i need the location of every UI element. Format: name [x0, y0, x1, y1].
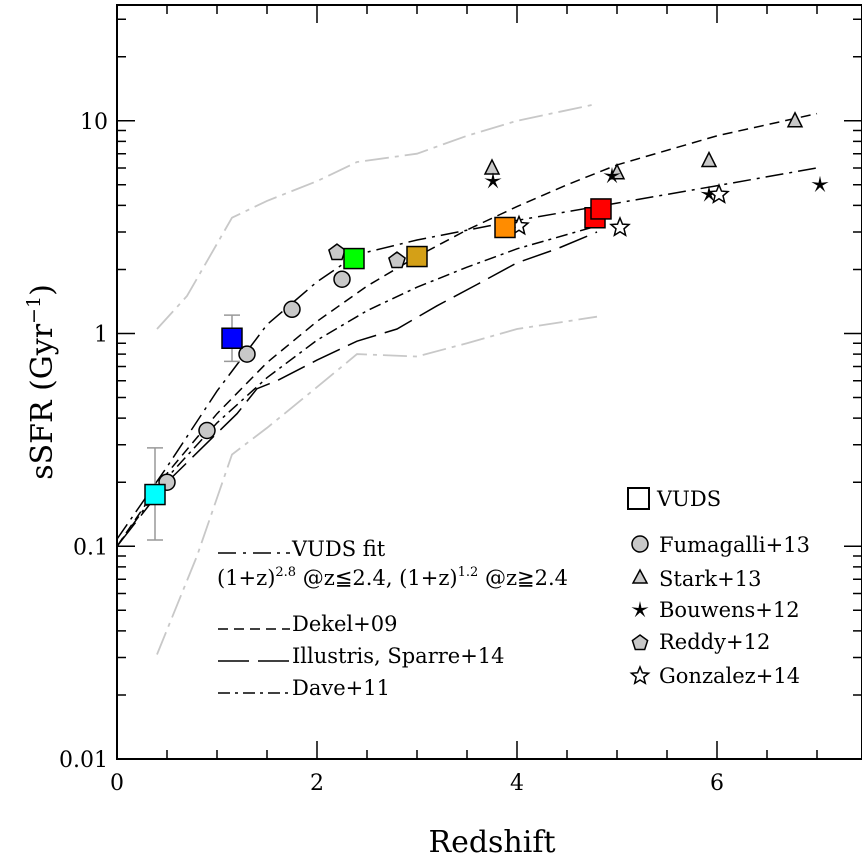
gonzalez-point — [708, 183, 730, 204]
legend-dekel-label: Dekel+09 — [292, 612, 397, 636]
x-tick-labels: 0 2 4 6 — [110, 771, 724, 796]
fumagalli-point — [198, 421, 216, 440]
vuds-point — [221, 327, 243, 349]
tick-marks — [116, 5, 862, 760]
axis-ticks — [116, 5, 862, 760]
gonzalez-point — [609, 216, 631, 237]
legend-gonzalez-label: Gonzalez+14 — [659, 664, 800, 688]
legend-gonzalez-marker — [629, 665, 651, 685]
legend-reddy-label: Reddy+12 — [659, 630, 770, 654]
stark-point — [700, 150, 718, 168]
reddy-point — [388, 251, 406, 269]
y-tick-labels: 0.01 0.1 1 10 — [59, 110, 108, 773]
legend-markers — [627, 487, 651, 685]
legend-dave-label: Dave+11 — [292, 676, 390, 700]
bouwens-point — [603, 167, 621, 184]
y-tick-label: 1 — [94, 323, 108, 348]
vuds-point — [343, 247, 365, 270]
illustris-line — [117, 231, 598, 547]
y-tick-label: 0.1 — [73, 535, 108, 560]
fumagalli-point — [283, 300, 301, 319]
x-tick-label: 2 — [310, 771, 324, 796]
bouwens-point — [811, 175, 829, 193]
data-points — [144, 111, 829, 541]
dave-line — [117, 225, 598, 547]
legend-fumagalli-marker — [631, 535, 649, 553]
bouwens-point — [700, 185, 718, 202]
fumagalli-point — [238, 345, 256, 363]
vuds-point — [406, 245, 428, 268]
plot-frame — [116, 4, 862, 760]
x-tick-label: 0 — [110, 771, 124, 796]
stark-point — [483, 158, 501, 175]
reddy-point — [328, 243, 346, 261]
bouwens-point — [484, 172, 502, 189]
legend-bouwens-marker — [631, 601, 649, 618]
legend-stark-marker — [631, 568, 649, 584]
y-tick-label: 0.01 — [59, 748, 108, 773]
legend-bouwens-label: Bouwens+12 — [659, 598, 800, 622]
y-axis-label: sSFR (Gyr−1) — [23, 284, 60, 480]
legend-stark-label: Stark+13 — [659, 567, 761, 591]
legend-reddy-marker — [631, 634, 649, 651]
grey-upper-line — [156, 103, 598, 330]
vuds-point — [494, 216, 516, 239]
y-tick-label: 10 — [80, 110, 108, 135]
legend-line-samples — [218, 552, 290, 694]
legend-fumagalli-label: Fumagalli+13 — [659, 533, 810, 557]
legend-formula: (1+z)2.8 @z≦2.4, (1+z)1.2 @z≧2.4 — [217, 565, 568, 590]
vuds-point — [144, 483, 166, 506]
fumagalli-point — [333, 270, 351, 288]
legend-vuds-label: VUDS — [656, 487, 721, 511]
model-lines — [117, 103, 818, 655]
legend-vuds-fit-label: VUDS fit — [291, 537, 386, 561]
vuds-point — [590, 198, 612, 220]
legend-illustris-label: Illustris, Sparre+14 — [292, 644, 505, 668]
legend-vuds-marker — [627, 487, 650, 510]
x-tick-label: 6 — [710, 771, 724, 796]
x-tick-label: 4 — [510, 771, 524, 796]
x-axis-label: Redshift — [428, 825, 555, 860]
stark-point — [786, 111, 804, 128]
grey-lower-line — [156, 315, 598, 655]
